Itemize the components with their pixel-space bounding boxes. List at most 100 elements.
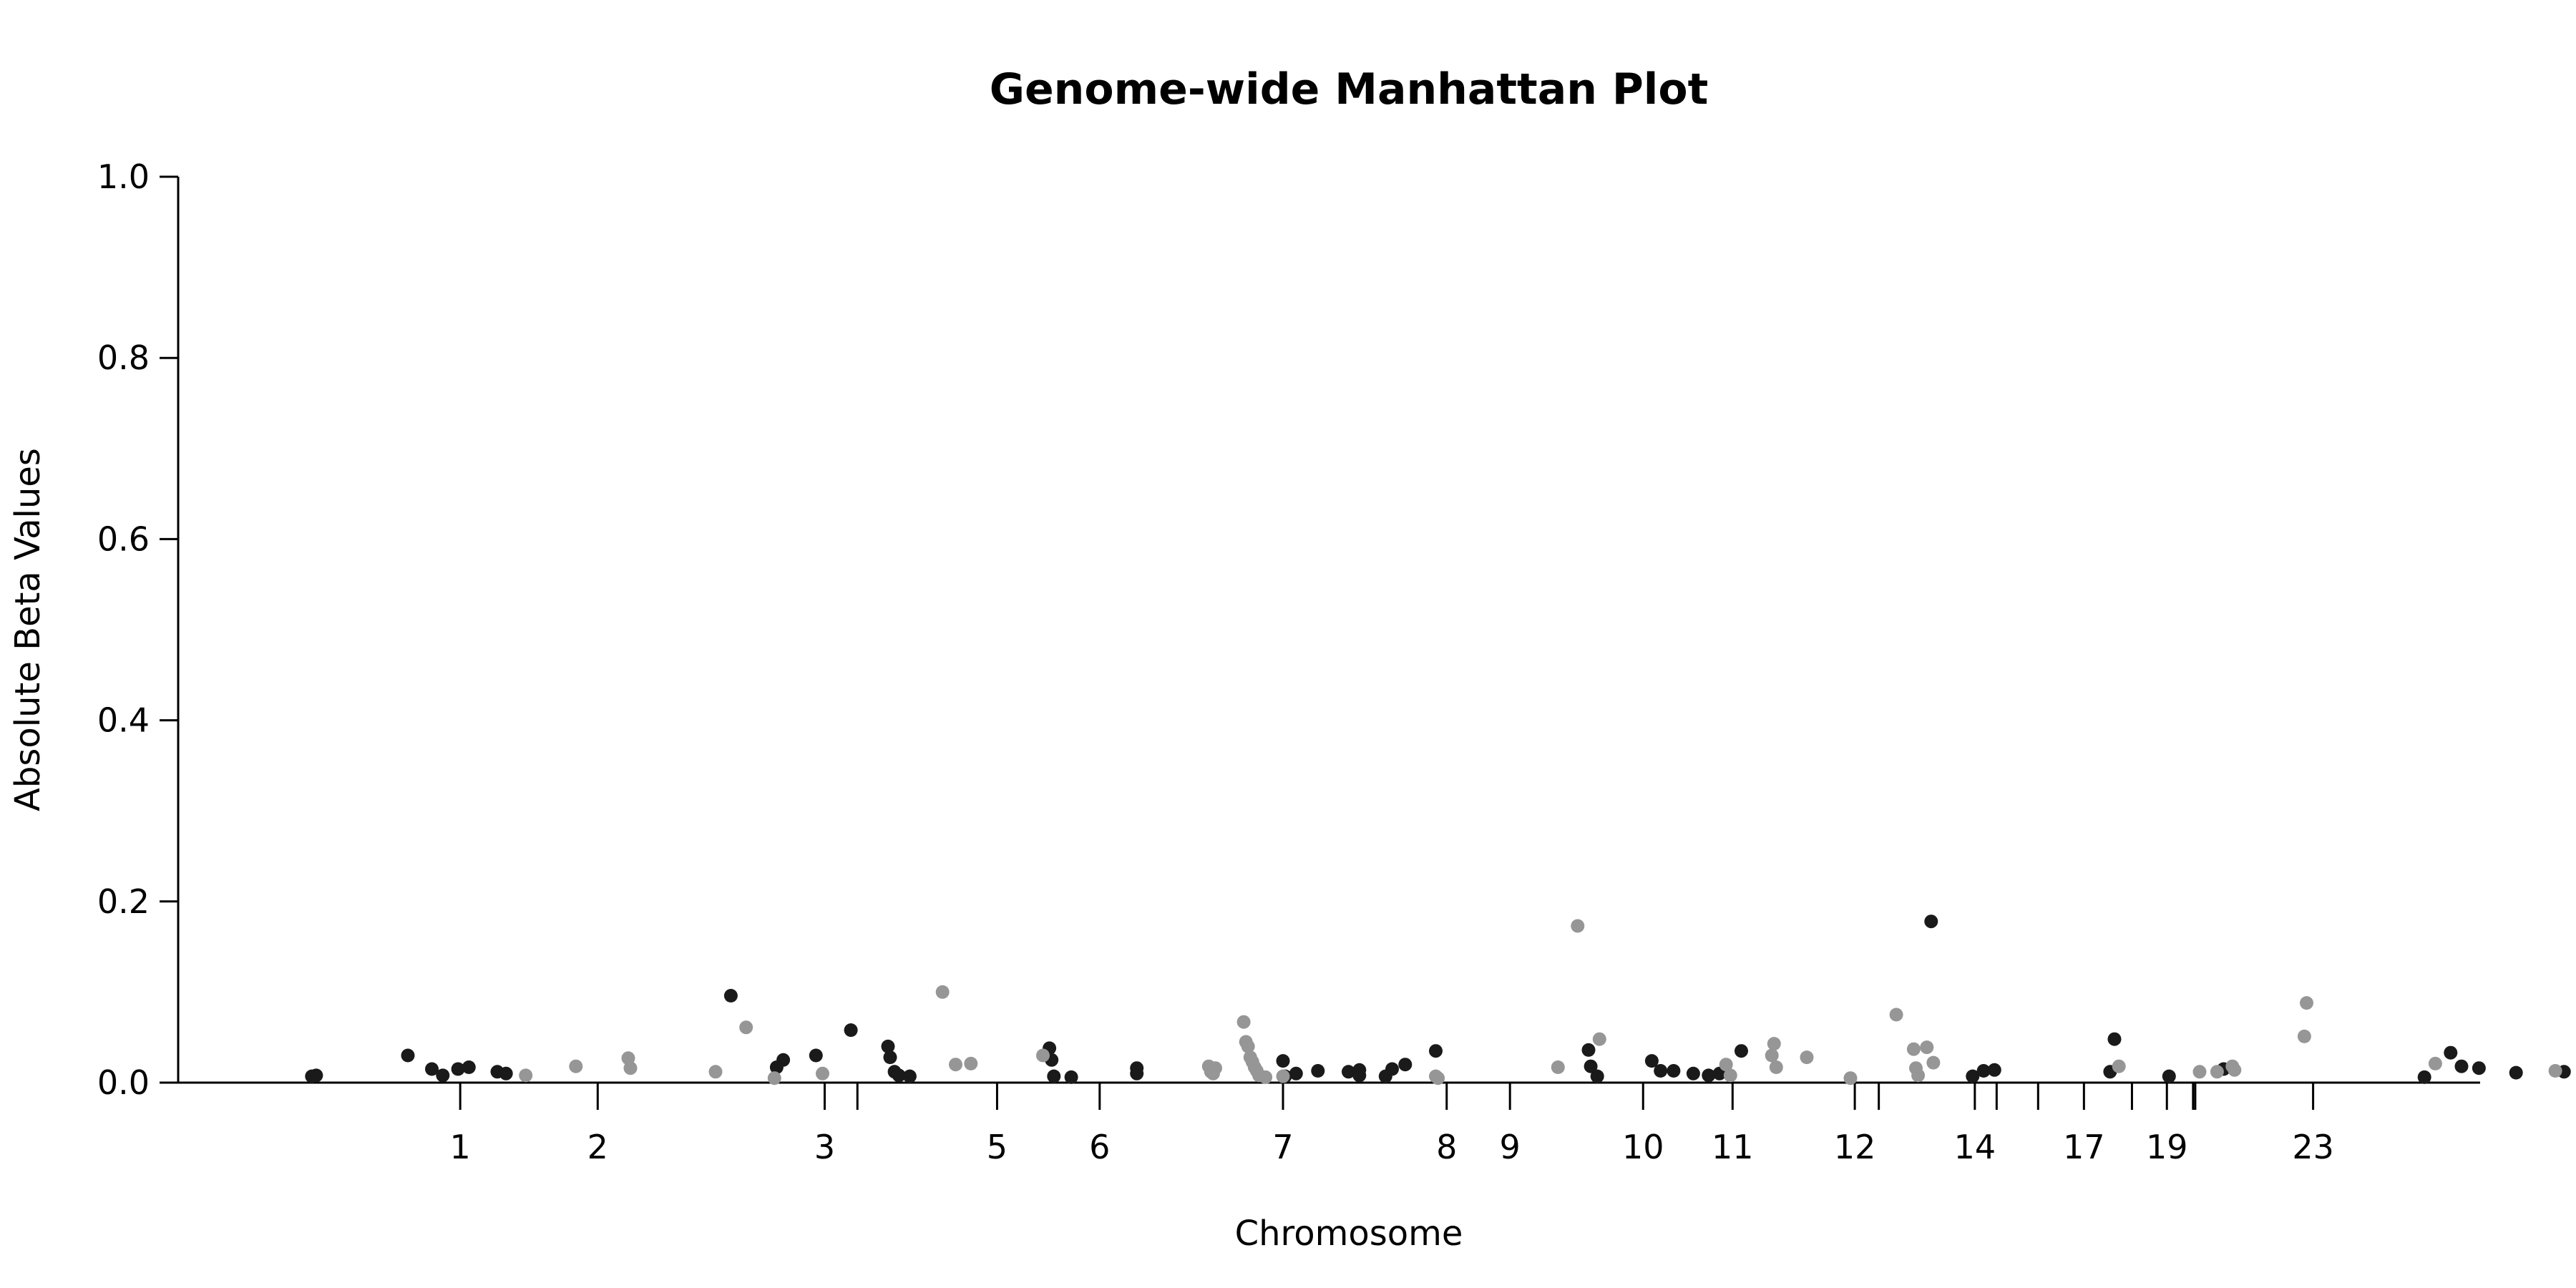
data-point xyxy=(1398,1058,1413,1072)
data-point xyxy=(1592,1032,1606,1046)
data-point xyxy=(902,1069,917,1083)
data-point xyxy=(2472,1061,2486,1075)
chart-title: Genome-wide Manhattan Plot xyxy=(990,64,1709,114)
data-point xyxy=(2444,1045,2458,1060)
data-point xyxy=(1571,919,1585,933)
data-point xyxy=(1431,1071,1445,1085)
data-point xyxy=(2417,1070,2431,1084)
data-point xyxy=(1209,1061,1222,1075)
data-point xyxy=(1036,1048,1050,1063)
data-point xyxy=(451,1062,465,1076)
data-point xyxy=(1889,1008,1903,1022)
x-axis-label: Chromosome xyxy=(1235,1214,1463,1254)
x-tick-label: 7 xyxy=(1272,1128,1293,1166)
data-point xyxy=(883,1050,897,1065)
data-point xyxy=(2192,1065,2207,1079)
x-tick-label: 11 xyxy=(1712,1128,1754,1166)
x-tick-label: 8 xyxy=(1436,1128,1457,1166)
data-point xyxy=(2428,1056,2442,1070)
data-point xyxy=(1987,1063,2001,1077)
data-points xyxy=(305,914,2571,1085)
data-point xyxy=(1236,1015,1251,1029)
x-tick-label: 23 xyxy=(2292,1128,2334,1166)
data-point xyxy=(499,1066,513,1080)
data-point xyxy=(1723,1068,1737,1083)
data-point xyxy=(1769,1060,1783,1074)
data-point xyxy=(2300,996,2313,1010)
data-point xyxy=(1843,1071,1858,1085)
data-point xyxy=(1976,1064,1991,1078)
data-point xyxy=(1926,1055,1941,1070)
x-tick-label: 19 xyxy=(2146,1128,2188,1166)
data-point xyxy=(1654,1064,1668,1078)
x-tick-label: 3 xyxy=(814,1128,835,1166)
x-axis-ticks: 1 2 3 5 6 7 8 9 10 11 12 14 17 19 23 xyxy=(450,1083,2334,1166)
data-point xyxy=(892,1068,906,1083)
data-point xyxy=(1429,1044,1443,1058)
data-point xyxy=(2162,1069,2176,1083)
data-point xyxy=(739,1020,753,1035)
y-tick-label: 0.2 xyxy=(97,882,150,921)
x-tick-label: 5 xyxy=(987,1128,1008,1166)
data-point xyxy=(844,1023,858,1038)
data-point xyxy=(949,1058,962,1072)
y-tick-label: 0.0 xyxy=(97,1063,150,1102)
data-point xyxy=(2228,1063,2242,1077)
y-tick-label: 0.8 xyxy=(97,338,150,377)
data-point xyxy=(2210,1065,2224,1079)
y-tick-label: 0.6 xyxy=(97,519,150,558)
x-tick-label: 9 xyxy=(1500,1128,1521,1166)
data-point xyxy=(776,1053,791,1067)
data-point xyxy=(2107,1032,2122,1046)
y-axis-label: Absolute Beta Values xyxy=(8,448,48,811)
data-point xyxy=(2297,1029,2311,1043)
data-point xyxy=(425,1062,439,1076)
data-point xyxy=(2509,1065,2523,1080)
data-point xyxy=(1276,1069,1290,1083)
x-tick-label: 2 xyxy=(587,1128,608,1166)
data-point xyxy=(569,1059,583,1073)
data-point xyxy=(2454,1059,2469,1073)
y-tick-label: 0.4 xyxy=(97,701,150,740)
data-point xyxy=(1047,1069,1061,1083)
x-tick-label: 17 xyxy=(2063,1128,2105,1166)
data-point xyxy=(723,989,738,1002)
data-point xyxy=(1551,1060,1565,1074)
data-point xyxy=(1130,1061,1144,1075)
data-point xyxy=(1911,1068,1926,1083)
data-point xyxy=(809,1048,823,1063)
data-point xyxy=(1906,1042,1921,1056)
data-point xyxy=(1924,914,1938,929)
data-point xyxy=(1584,1059,1598,1073)
x-tick-label: 1 xyxy=(450,1128,471,1166)
y-axis-ticks: 0.0 0.2 0.4 0.6 0.8 1.0 xyxy=(97,157,178,1102)
data-point xyxy=(436,1068,450,1083)
data-point xyxy=(1702,1068,1716,1083)
data-point xyxy=(1966,1069,1980,1083)
data-point xyxy=(1644,1054,1659,1068)
data-point xyxy=(1581,1043,1596,1057)
data-point xyxy=(623,1061,638,1075)
data-point xyxy=(1352,1068,1367,1083)
data-point xyxy=(767,1071,781,1085)
data-point xyxy=(1342,1065,1355,1079)
data-point xyxy=(1765,1048,1779,1063)
data-point xyxy=(1719,1058,1733,1072)
data-point xyxy=(816,1066,829,1080)
data-point xyxy=(2548,1064,2562,1078)
data-point xyxy=(1276,1054,1290,1068)
data-point xyxy=(1686,1066,1700,1080)
data-point xyxy=(1920,1040,1934,1055)
data-point xyxy=(309,1068,323,1083)
data-point xyxy=(1767,1037,1781,1051)
data-point xyxy=(1259,1070,1273,1084)
x-tick-label: 6 xyxy=(1089,1128,1110,1166)
x-tick-label: 12 xyxy=(1834,1128,1876,1166)
data-point xyxy=(1385,1062,1399,1076)
data-point xyxy=(1590,1069,1604,1083)
data-point xyxy=(519,1068,533,1083)
data-point xyxy=(401,1048,415,1063)
data-point xyxy=(708,1065,723,1079)
data-point xyxy=(1735,1044,1748,1058)
